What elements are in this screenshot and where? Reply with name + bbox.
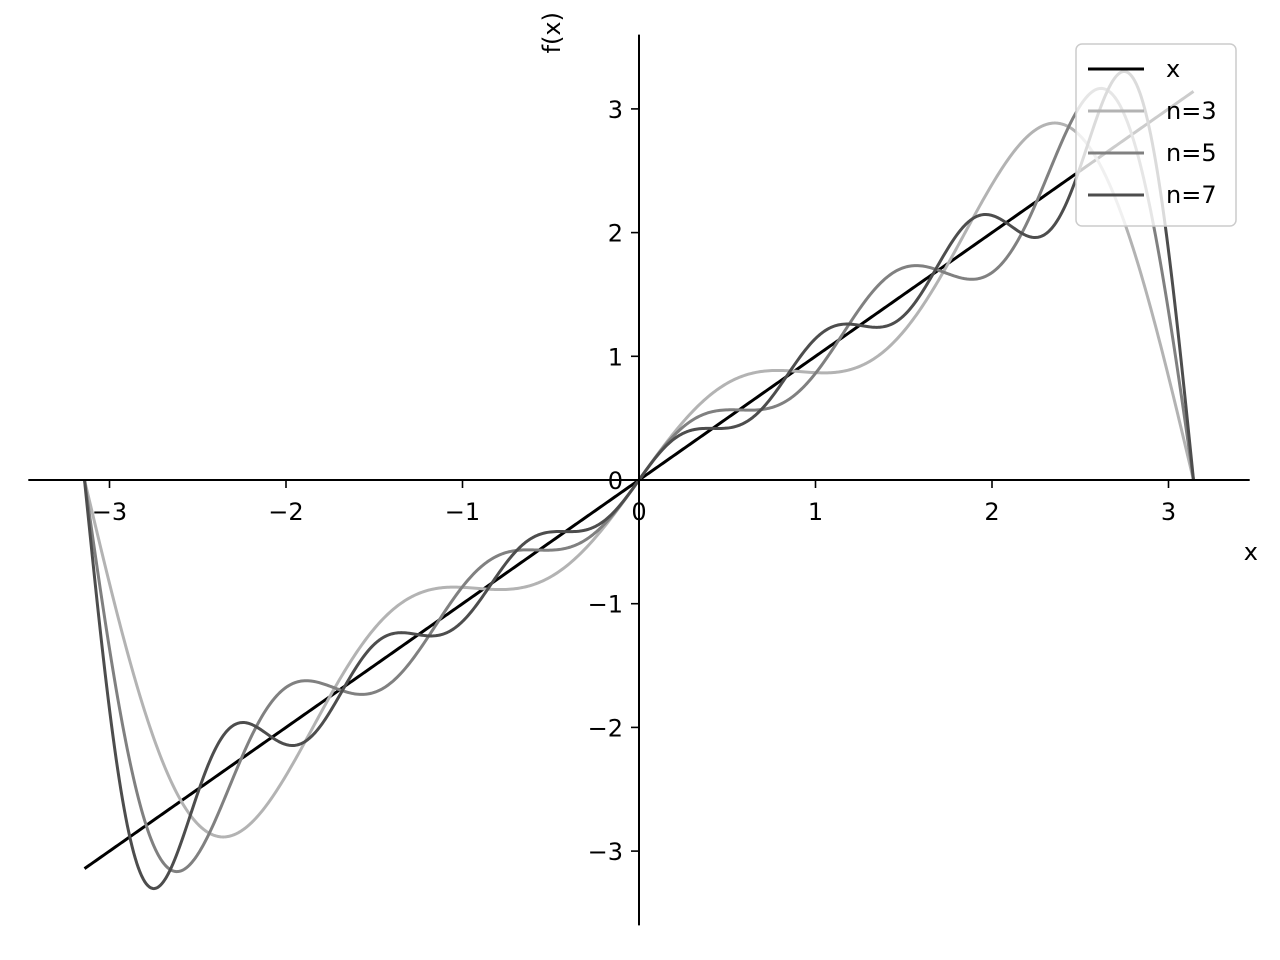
x-tick-label: −1 <box>445 498 480 526</box>
y-tick-label: 0 <box>608 467 623 495</box>
legend-label: x <box>1166 55 1180 83</box>
y-axis-label: f(x) <box>538 12 566 53</box>
legend-label: n=3 <box>1166 97 1217 125</box>
x-tick-label: 2 <box>984 498 999 526</box>
y-tick-label: 3 <box>608 96 623 124</box>
x-tick-label: −3 <box>92 498 127 526</box>
y-tick-label: −3 <box>588 838 623 866</box>
x-tick-label: −2 <box>268 498 303 526</box>
legend-label: n=5 <box>1166 139 1217 167</box>
x-tick-label: 0 <box>631 498 646 526</box>
ticks: −3 −2 −1 0 1 2 3 −3 −2 −1 0 1 2 3 <box>92 96 1176 866</box>
y-tick-label: 1 <box>608 343 623 371</box>
y-tick-label: 2 <box>608 220 623 248</box>
x-tick-label: 1 <box>808 498 823 526</box>
legend-box <box>1075 43 1237 227</box>
x-tick-label: 3 <box>1161 498 1176 526</box>
x-axis-label: x <box>1244 538 1258 566</box>
legend-label: n=7 <box>1166 181 1217 209</box>
legend: x n=3 n=5 n=7 <box>1075 43 1237 227</box>
y-tick-label: −2 <box>588 714 623 742</box>
y-tick-label: −1 <box>588 591 623 619</box>
